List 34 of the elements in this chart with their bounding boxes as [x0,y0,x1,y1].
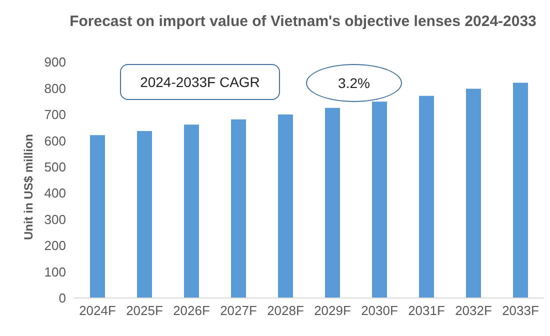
bar [90,135,105,298]
x-tick-label: 2030F [361,303,398,318]
bar [184,124,199,298]
y-tick-label: 200 [44,238,66,254]
bar [137,130,152,298]
bar [419,96,434,298]
y-tick-label: 300 [44,212,66,227]
y-tick-label: 900 [44,54,66,70]
bar [231,119,246,298]
y-axis-title: Unit in US$ million [21,134,36,240]
bar [325,108,340,298]
y-tick-label: 400 [44,186,66,201]
y-tick-label: 100 [44,264,66,280]
y-tick-label: 500 [44,160,66,175]
oval-outline: 3.2% [306,64,402,102]
x-tick-label: 2024F [79,303,116,318]
rounded-box: 2024-2033F CAGR [120,64,280,100]
x-tick-label: 2028F [267,303,304,318]
y-tick-label: 700 [44,107,66,122]
x-tick-label: 2029F [314,303,351,318]
x-tick-label: 2031F [408,303,445,318]
x-tick-label: 2025F [126,303,163,318]
x-tick-label: 2026F [173,303,210,318]
x-tick-label: 2033F [502,303,539,318]
y-tick-label: 800 [44,80,66,96]
x-tick-label: 2032F [455,303,492,318]
bar [513,82,528,298]
bar [278,114,293,298]
y-tick-label: 0 [58,290,66,306]
bar [372,102,387,298]
y-tick-label: 600 [44,133,66,148]
bar [466,88,481,298]
x-tick-label: 2027F [220,303,257,318]
chart-title: Forecast on import value of Vietnam's objective lenses 2024-2033 [68,12,538,32]
